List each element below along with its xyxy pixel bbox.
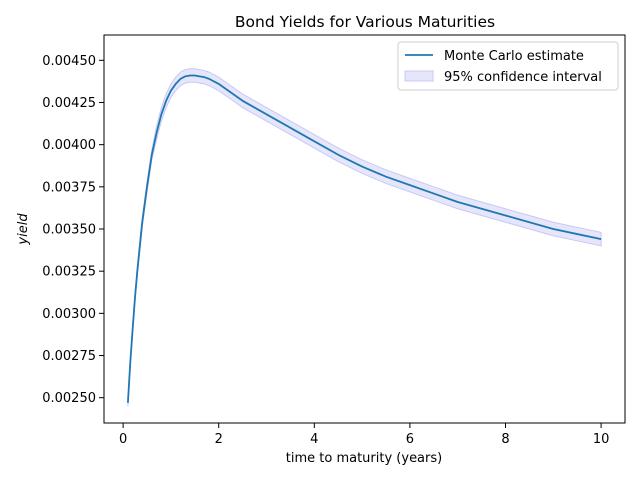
y-axis-label: yield <box>16 213 31 246</box>
chart-title: Bond Yields for Various Maturities <box>235 13 495 31</box>
x-tick-label: 4 <box>310 432 318 447</box>
legend-band-swatch <box>404 70 434 82</box>
monte-carlo-line <box>127 74 602 403</box>
legend-label-estimate: Monte Carlo estimate <box>444 49 584 64</box>
y-tick-label: 0.00325 <box>42 265 96 280</box>
y-tick-label: 0.00350 <box>42 223 96 238</box>
x-axis-ticks: 0 2 4 6 8 10 <box>119 423 609 447</box>
y-tick-label: 0.00250 <box>42 391 96 406</box>
y-tick-label: 0.00450 <box>42 54 96 69</box>
legend: Monte Carlo estimate 95% confidence inte… <box>397 41 619 91</box>
x-tick-label: 0 <box>119 432 127 447</box>
x-tick-label: 10 <box>593 432 610 447</box>
y-tick-label: 0.00300 <box>42 307 96 322</box>
confidence-band <box>127 68 602 407</box>
y-tick-label: 0.00425 <box>42 96 96 111</box>
y-tick-label: 0.00375 <box>42 180 96 195</box>
x-tick-label: 8 <box>501 432 509 447</box>
x-axis-label: time to maturity (years) <box>286 451 442 466</box>
legend-box <box>397 41 619 91</box>
x-tick-label: 6 <box>406 432 414 447</box>
y-axis-ticks: 0.00250 0.00275 0.00300 0.00325 0.00350 0.003… <box>42 54 104 406</box>
y-tick-label: 0.00400 <box>42 138 96 153</box>
x-tick-label: 2 <box>215 432 223 447</box>
legend-label-interval: 95% confidence interval <box>444 70 602 85</box>
y-tick-label: 0.00275 <box>42 349 96 364</box>
plot-area <box>127 68 602 407</box>
